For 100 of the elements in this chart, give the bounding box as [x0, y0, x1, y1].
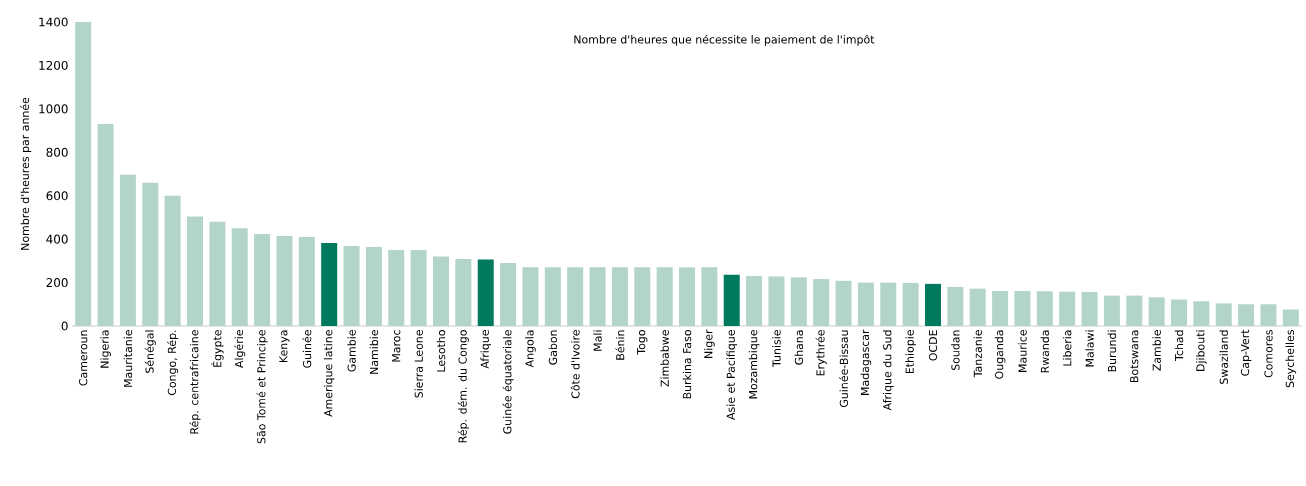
y-tick-label: 1400 [39, 17, 68, 27]
x-tick-label: Soudan [951, 330, 960, 371]
bar [119, 174, 136, 326]
bar [589, 267, 606, 326]
bar [1238, 304, 1255, 326]
x-tick-label: Angola [525, 330, 536, 368]
bar [656, 267, 673, 326]
y-tick-label: 0 [61, 321, 68, 331]
x-tick-label: Bénin [615, 330, 625, 360]
bar [410, 250, 427, 326]
bar [276, 236, 293, 326]
bar [768, 276, 785, 326]
bar [477, 259, 494, 326]
bar [611, 267, 628, 326]
bar [969, 288, 986, 326]
x-tick-label: Burkina Faso [682, 330, 692, 399]
bar [902, 283, 919, 326]
x-tick-label: Zambie [1152, 330, 1161, 371]
x-tick-label: Djibouti [1196, 330, 1207, 371]
x-tick-label: Mozambique [748, 330, 760, 399]
bar [835, 280, 852, 326]
bar [567, 267, 584, 326]
y-tick-label: 400 [46, 234, 68, 244]
x-tick-label: Asie et Pacifique [726, 330, 738, 420]
x-tick-label: Sierra Leone [414, 330, 423, 398]
x-tick-label: Ghana [794, 330, 804, 365]
bar [97, 124, 114, 326]
bar [321, 243, 338, 326]
x-tick-label: Rwanda [1040, 330, 1050, 373]
bar [343, 246, 360, 326]
x-tick-label: Maurice [1018, 330, 1027, 372]
y-tick-label: 600 [46, 191, 68, 201]
x-tick-label: Cameroun [79, 330, 88, 386]
x-tick-label: Sénégal [144, 330, 156, 373]
x-tick-label: Égypte [211, 330, 224, 367]
bar [1059, 291, 1076, 326]
x-tick-label: Tanzanie [973, 330, 982, 378]
x-tick-label: Gambie [347, 330, 356, 372]
y-axis-title: Nombre d'heures par année [20, 97, 32, 250]
x-tick-label: Afrique [480, 330, 492, 369]
bar [1193, 301, 1210, 326]
x-tick-label: Mauritanie [123, 330, 133, 387]
bar [925, 283, 941, 326]
x-tick-label: Algérie [234, 330, 246, 368]
bar [701, 267, 718, 326]
bar [790, 277, 807, 326]
bar [1260, 304, 1277, 326]
x-tick-label: Rép. centrafricaine [189, 330, 201, 434]
bar [679, 267, 695, 326]
bar [522, 267, 539, 326]
y-tick-label: 1200 [39, 60, 68, 70]
bar [723, 274, 740, 326]
x-tick-label: Maroc [392, 330, 401, 362]
bar [1282, 309, 1299, 326]
x-tick-label: São Tomé et Principe [256, 330, 268, 444]
x-tick-label: Guinée équatoriale [502, 330, 514, 434]
text: Nombre d'heures que nécessite le paiement de l'impôt [574, 34, 875, 46]
x-tick-label: Madagascar [860, 329, 872, 395]
x-tick-label: Burundi [1107, 330, 1117, 372]
x-tick-label: Nigeria [100, 330, 111, 368]
x-tick-label: Guinée [302, 330, 312, 368]
x-tick-label: Niger [704, 329, 715, 358]
bar [813, 279, 830, 326]
bar [388, 250, 405, 326]
bar [1215, 303, 1232, 326]
x-tick-label: Seychelles [1285, 330, 1297, 388]
x-tick-label: Gabon [548, 330, 558, 365]
bar [1171, 299, 1187, 326]
bar [857, 282, 874, 326]
x-tick-label: Zimbabwe [660, 330, 669, 387]
x-tick-label: Mali [593, 330, 602, 351]
bar [880, 282, 897, 326]
bar [634, 267, 651, 326]
x-tick-label: Congo, Rép. [167, 330, 179, 396]
y-tick-label: 800 [46, 147, 68, 157]
x-tick-label: Lesotho [436, 330, 446, 372]
bar [544, 267, 561, 326]
x-tick-label: Botswana [1130, 330, 1139, 383]
bar [992, 291, 1009, 326]
x-tick-label: Cap-Vert [1240, 329, 1252, 376]
bar [142, 182, 159, 326]
bar [1103, 295, 1120, 326]
bar [1148, 297, 1165, 326]
x-tick-label: Togo [637, 330, 648, 355]
bar [1036, 291, 1053, 326]
x-tick-label: Amerique latine [323, 330, 335, 417]
x-tick-label: Malawi [1085, 330, 1094, 367]
x-tick-label: Ouganda [994, 330, 1006, 379]
bar [433, 256, 449, 326]
bar [254, 233, 271, 326]
bar [164, 195, 181, 326]
bar [209, 221, 226, 326]
x-tick-label: Tchad [1174, 330, 1184, 362]
y-tick-label: 200 [46, 278, 68, 288]
x-tick-label: Erythrée [815, 330, 827, 376]
x-tick-label: Guinée-Bissau [839, 330, 849, 408]
bar [746, 276, 763, 326]
bar [298, 236, 315, 326]
bar [455, 259, 472, 326]
bar [75, 22, 92, 326]
